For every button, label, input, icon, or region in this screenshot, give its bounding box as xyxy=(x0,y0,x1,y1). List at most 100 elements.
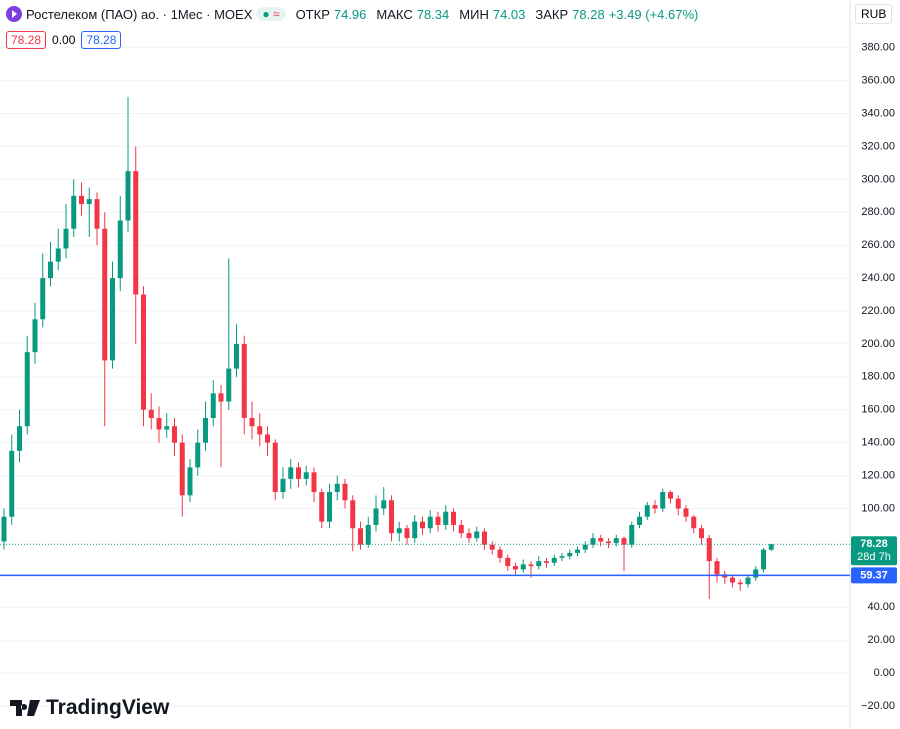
candle-body xyxy=(489,544,495,550)
candle-body xyxy=(63,228,69,249)
candle-body xyxy=(660,492,666,509)
candle-body xyxy=(327,492,332,522)
candle-body xyxy=(102,228,108,361)
logo-icon xyxy=(10,700,40,716)
buy-box[interactable]: 78.28 xyxy=(81,31,122,49)
header: Ростелеком (ПАО) ао. · 1Мес · MOEX ● ≈ О… xyxy=(6,6,698,22)
open-value: 74.96 xyxy=(333,6,367,22)
candle-body xyxy=(451,511,456,525)
last-price-label: 78.28 xyxy=(860,538,888,550)
y-tick-label: 140.00 xyxy=(861,437,895,449)
candle-body xyxy=(110,278,115,361)
high-label: МАКС xyxy=(376,6,413,22)
candle-body xyxy=(156,417,162,430)
candle-body xyxy=(505,557,511,567)
candle-body xyxy=(644,505,650,517)
toggle[interactable]: ● ≈ xyxy=(256,7,286,21)
candle-body xyxy=(164,426,170,430)
candle-body xyxy=(373,508,379,525)
hline-label: 59.37 xyxy=(860,569,888,581)
candle-body xyxy=(210,393,216,418)
candle-body xyxy=(675,498,681,509)
sell-box[interactable]: 78.28 xyxy=(6,31,47,49)
candle-body xyxy=(350,500,356,529)
candle-body xyxy=(412,521,418,539)
candle-body xyxy=(195,442,201,468)
candle-body xyxy=(265,434,270,443)
candle-body xyxy=(637,516,642,525)
candle-body xyxy=(358,528,363,545)
candle-body xyxy=(141,294,146,410)
candle-body xyxy=(249,417,255,427)
candle-body xyxy=(203,417,208,443)
candle-body xyxy=(234,343,239,369)
y-tick-label: 160.00 xyxy=(861,404,895,416)
candle-body xyxy=(288,467,294,479)
y-tick-label: 340.00 xyxy=(861,107,895,119)
low-value: 74.03 xyxy=(492,6,526,22)
candle-body xyxy=(520,564,526,570)
candle-body xyxy=(683,508,689,517)
candle-body xyxy=(117,220,123,279)
y-tick-label: 40.00 xyxy=(867,601,895,613)
candle-body xyxy=(606,541,611,544)
candle-body xyxy=(40,278,46,320)
candle-body xyxy=(319,492,325,522)
candle-body xyxy=(48,261,53,279)
y-tick-label: 380.00 xyxy=(861,42,895,54)
candle-body xyxy=(714,561,720,575)
candle-body xyxy=(296,467,301,479)
candle-body xyxy=(443,511,449,525)
candle-body xyxy=(699,528,704,539)
symbol-icon xyxy=(6,6,22,22)
close-label: ЗАКР xyxy=(535,6,569,22)
price-row: 78.28 0.00 78.28 xyxy=(6,31,122,49)
candle-body xyxy=(435,516,441,525)
candle-body xyxy=(172,426,177,443)
candle-body xyxy=(575,549,580,553)
countdown-label: 28d 7h xyxy=(857,551,891,563)
y-tick-label: 120.00 xyxy=(861,469,895,481)
candle-body xyxy=(567,552,573,557)
candle-body xyxy=(613,538,619,544)
y-tick-label: 300.00 xyxy=(861,173,895,185)
candle-body xyxy=(311,472,317,493)
currency[interactable]: RUB xyxy=(855,4,893,24)
hline-box xyxy=(851,567,897,584)
candle-body xyxy=(668,492,673,499)
candle-body xyxy=(280,478,286,493)
last-price-box xyxy=(851,536,897,566)
candle-body xyxy=(745,577,751,585)
candle-body xyxy=(1,516,7,542)
candle-body xyxy=(621,538,627,545)
candle-body xyxy=(257,426,263,435)
candle-body xyxy=(536,561,542,567)
candle-body xyxy=(652,505,658,509)
candle-body xyxy=(482,531,487,545)
candle-body xyxy=(551,557,557,563)
candle-body xyxy=(427,516,433,529)
y-tick-label: 0.00 xyxy=(874,667,895,679)
candle-body xyxy=(497,549,503,558)
close-value: 78.28 xyxy=(572,6,605,22)
candle-body xyxy=(381,500,387,509)
high-value: 78.34 xyxy=(416,6,450,22)
candle-body xyxy=(79,195,84,205)
y-tick-label: −20.00 xyxy=(861,700,895,712)
candle-body xyxy=(32,319,38,353)
y-tick-label: 360.00 xyxy=(861,75,895,87)
candle-body xyxy=(598,538,604,542)
candle-body xyxy=(761,549,766,570)
symbol[interactable]: Ростелеком (ПАО) ао. · 1Мес · MOEX xyxy=(26,6,253,22)
candle-body xyxy=(179,442,185,496)
candle-body xyxy=(420,521,425,529)
logo[interactable]: TradingView xyxy=(10,696,169,720)
candle-body xyxy=(133,171,139,295)
y-tick-label: 100.00 xyxy=(861,502,895,514)
candle-body xyxy=(94,199,100,229)
candle-body xyxy=(86,199,92,205)
candle-body xyxy=(458,524,464,534)
candle-body xyxy=(513,566,518,570)
y-tick-label: 20.00 xyxy=(867,634,895,646)
